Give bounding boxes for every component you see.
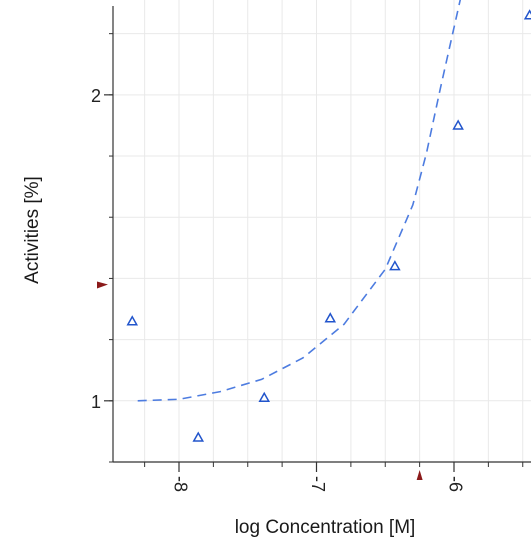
data-point — [324, 312, 337, 323]
x-tick-label: -8 — [170, 476, 190, 492]
data-point — [389, 260, 401, 271]
x-tick-label: -6 — [445, 476, 465, 492]
data-point — [126, 315, 139, 326]
data-point — [192, 431, 205, 442]
data-point — [452, 119, 464, 130]
y-axis-title: Activities [%] — [22, 176, 43, 284]
y-tick-label: 2 — [91, 86, 101, 106]
grid — [113, 0, 531, 463]
fit-curve-line — [137, 0, 462, 402]
fit-curve — [137, 0, 462, 402]
x-threshold-marker — [416, 470, 423, 480]
axes: 1 2 -8 -7 -6 — [91, 6, 531, 492]
data-point — [258, 391, 271, 402]
data-points — [126, 9, 531, 442]
y-tick-label: 1 — [91, 392, 101, 412]
x-axis-title: log Concentration [M] — [234, 517, 416, 538]
threshold-markers — [97, 281, 423, 480]
y-threshold-marker — [97, 281, 108, 289]
x-tick-label: -7 — [308, 476, 328, 492]
data-point — [523, 9, 531, 20]
